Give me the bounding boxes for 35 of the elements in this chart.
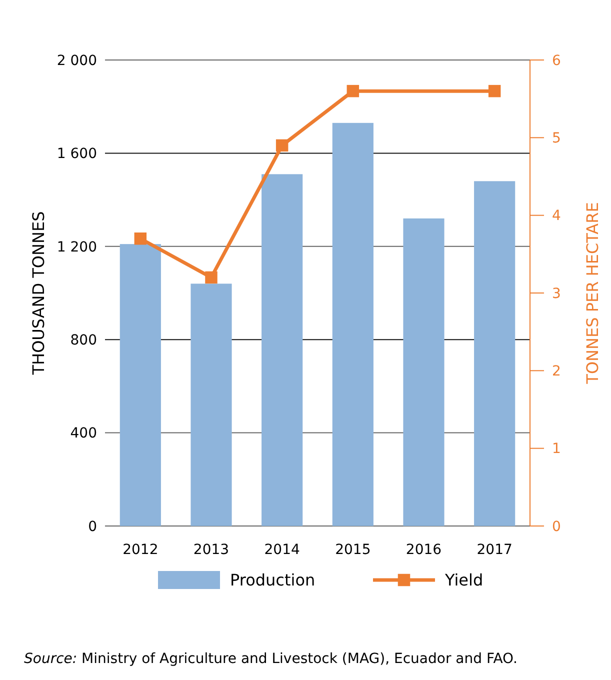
y2-tick-label: 0 xyxy=(552,518,561,535)
bar xyxy=(190,284,232,526)
legend-label: Yield xyxy=(444,570,484,590)
point xyxy=(346,84,360,98)
x-tick-label: 2015 xyxy=(335,542,371,558)
bar xyxy=(474,181,516,526)
point xyxy=(488,84,501,98)
point xyxy=(134,232,147,245)
y2-tick-label: 5 xyxy=(552,130,561,147)
source-note: Source: Ministry of Agriculture and Livestock (MAG), Ecuador and FAO. xyxy=(24,651,518,667)
y-tick-label: 1 200 xyxy=(56,239,97,256)
x-tick-label: 2012 xyxy=(122,542,158,558)
y-axis-title: THOUSAND TONNES xyxy=(29,211,48,376)
bar xyxy=(403,218,444,526)
point xyxy=(276,139,288,152)
y2-tick-label: 6 xyxy=(552,52,561,69)
y2-tick-label: 4 xyxy=(552,208,561,224)
y2-tick-label: 1 xyxy=(552,441,561,458)
x-tick-label: 2016 xyxy=(406,542,442,558)
x-tick-label: 2017 xyxy=(476,542,512,558)
y2-tick-label: 3 xyxy=(552,286,561,302)
bar xyxy=(120,244,161,526)
bar xyxy=(332,122,374,526)
x-tick-label: 2014 xyxy=(264,542,300,558)
y-tick-label: 0 xyxy=(88,518,97,535)
y-tick-label: 800 xyxy=(70,332,97,348)
y2-tick-label: 2 xyxy=(552,364,561,380)
y2-axis-title: TONNES PER HECTARE xyxy=(583,202,602,385)
y-tick-label: 2 000 xyxy=(56,52,97,69)
bar xyxy=(262,174,303,526)
y-tick-label: 400 xyxy=(70,426,97,442)
y-tick-label: 1 600 xyxy=(56,146,97,162)
x-tick-label: 2013 xyxy=(193,542,230,558)
legend-label: Production xyxy=(230,570,316,590)
point xyxy=(205,271,218,284)
